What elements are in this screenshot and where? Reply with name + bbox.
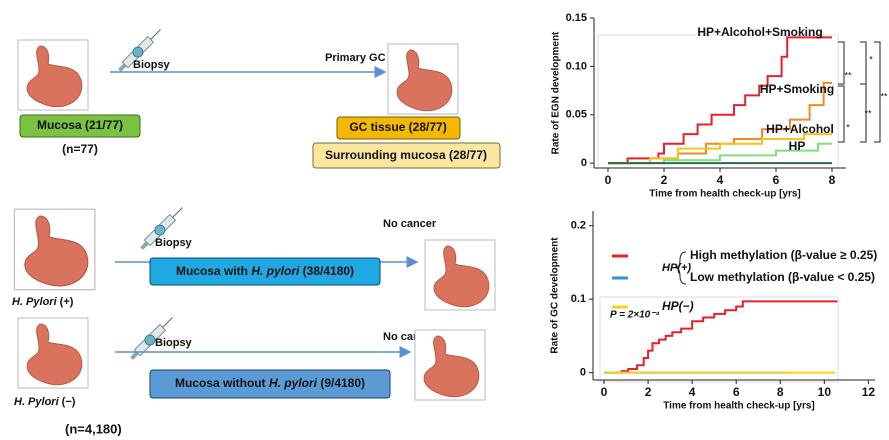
x-tick-label: 0 [605,173,612,187]
y-axis-title: Rate of GC development [550,237,561,354]
series-label: HP+Smoking [760,82,834,96]
y-axis-title: Rate of EGN development [551,31,562,154]
series-label: HP+Alcohol+Smoking [697,25,822,39]
annotation: * [869,54,873,64]
x-tick-label: 4 [717,173,724,187]
figure: Biopsy Primary GC Mucosa (21/77) (n=77) … [0,0,889,440]
x-tick-label: 8 [777,385,784,399]
x-tick-label: 6 [773,173,780,187]
y-tick-label: 0 [580,367,586,379]
stomach-icon [14,209,95,289]
hp-pos-label: H. Pylori (+) [12,296,74,308]
n-label: (n=4,180) [65,421,122,436]
n-label: (n=77) [62,142,98,156]
stomach-icon [18,40,88,110]
hp-pos-box-label: Mucosa with H. pylori (38/4180) [176,264,354,278]
bracket [860,42,866,84]
mucosa-box-label: Mucosa (21/77) [37,118,123,132]
x-tick-label: 2 [645,385,652,399]
stomach-icon [18,318,88,388]
y-tick-label: 0.15 [566,12,587,24]
annotation: P = 2×10⁻⁴ [610,310,660,321]
biopsy-label: Biopsy [155,337,193,349]
x-tick-label: 6 [733,385,740,399]
x-tick-label: 10 [818,385,832,399]
gc-tissue-label: GC tissue (28/77) [349,120,446,134]
x-tick-label: 8 [829,173,836,187]
series-label: HP [789,139,806,153]
series-label: HP(−) [662,299,694,313]
x-tick-label: 12 [862,385,876,399]
biopsy-label: Biopsy [133,59,171,71]
bracket [838,42,844,84]
stomach-icon [388,44,458,114]
x-axis-title: Time from health check-up [yrs] [649,189,801,200]
no-cancer-label: No cancer [383,218,437,230]
primary-gc-label: Primary GC [325,52,386,64]
x-tick-label: 0 [601,385,608,399]
x-tick-label: 2 [661,173,668,187]
x-tick-label: 4 [689,385,696,399]
hp-neg-label: H. Pylori (−) [14,396,76,408]
series-label: Low methylation (β-value < 0.25) [690,270,875,284]
y-tick-label: 0.05 [566,109,587,121]
y-tick-label: 0.2 [571,220,586,232]
stomach-icon [415,330,485,400]
y-tick-label: 0 [581,157,587,169]
biopsy-label: Biopsy [155,237,193,249]
surrounding-label: Surrounding mucosa (28/77) [325,148,487,162]
bracket [838,86,844,142]
y-tick-label: 0.10 [566,60,587,72]
y-tick-label: 0.1 [571,293,586,305]
annotation: ** [844,70,852,80]
x-axis-title: Time from health check-up [yrs] [663,401,815,412]
stomach-icon [425,240,495,310]
series-label: HP+Alcohol [766,122,834,136]
series-label: High methylation (β-value ≥ 0.25) [690,248,877,262]
annotation: * [846,122,850,132]
bracket [874,42,880,142]
annotation: ** [880,91,888,101]
hp-neg-box-label: Mucosa without H. pylori (9/4180) [175,376,365,390]
